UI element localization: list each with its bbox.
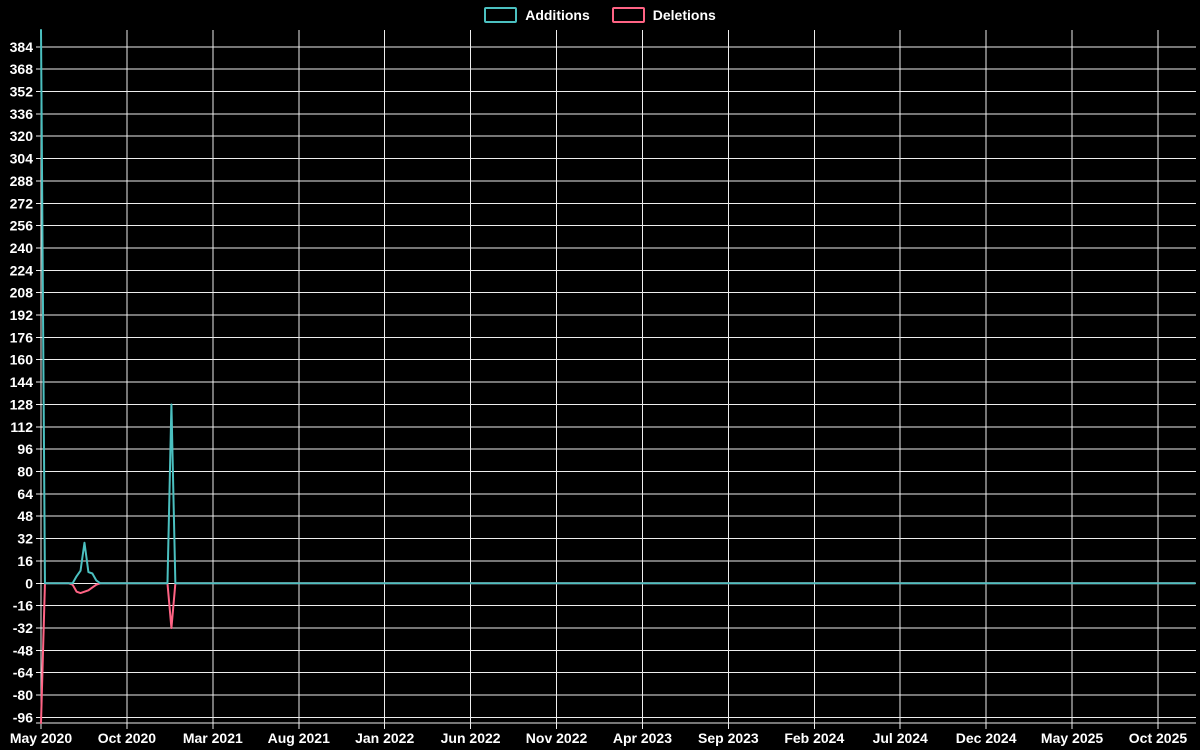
deletions-line bbox=[40, 582, 1196, 724]
svg-text:208: 208 bbox=[10, 285, 34, 301]
svg-text:Sep 2023: Sep 2023 bbox=[698, 730, 759, 746]
svg-text:112: 112 bbox=[10, 419, 33, 435]
svg-text:384: 384 bbox=[10, 39, 34, 55]
chart-legend: Additions Deletions bbox=[0, 7, 1200, 23]
y-axis-labels: 3843683523363203042882722562402242081921… bbox=[10, 39, 34, 726]
svg-text:288: 288 bbox=[10, 173, 34, 189]
svg-text:Oct 2025: Oct 2025 bbox=[1129, 730, 1188, 746]
svg-text:80: 80 bbox=[17, 464, 33, 480]
legend-label-deletions: Deletions bbox=[652, 7, 716, 23]
svg-text:Dec 2024: Dec 2024 bbox=[956, 730, 1017, 746]
svg-text:48: 48 bbox=[17, 508, 33, 524]
svg-text:Jun 2022: Jun 2022 bbox=[441, 730, 501, 746]
svg-text:-80: -80 bbox=[13, 687, 33, 703]
additions-line bbox=[40, 29, 1196, 585]
gridlines bbox=[36, 30, 1196, 729]
svg-text:Jul 2024: Jul 2024 bbox=[873, 730, 928, 746]
x-axis-labels: May 2020 Oct 2020 Mar 2021 Aug 2021 Jan 2022… bbox=[10, 730, 1188, 746]
svg-text:Apr 2023: Apr 2023 bbox=[613, 730, 672, 746]
legend-item-additions[interactable]: Additions bbox=[484, 7, 590, 23]
svg-text:336: 336 bbox=[10, 106, 34, 122]
svg-text:320: 320 bbox=[10, 128, 34, 144]
svg-text:-32: -32 bbox=[13, 620, 33, 636]
svg-text:128: 128 bbox=[10, 396, 34, 412]
additions-swatch-icon bbox=[484, 7, 518, 23]
svg-text:Aug 2021: Aug 2021 bbox=[268, 730, 330, 746]
svg-text:Feb 2024: Feb 2024 bbox=[784, 730, 844, 746]
svg-text:144: 144 bbox=[10, 374, 34, 390]
legend-item-deletions[interactable]: Deletions bbox=[611, 7, 716, 23]
legend-label-additions: Additions bbox=[525, 7, 590, 23]
svg-text:-64: -64 bbox=[13, 665, 33, 681]
svg-text:Nov 2022: Nov 2022 bbox=[526, 730, 588, 746]
svg-text:272: 272 bbox=[10, 195, 34, 211]
svg-text:32: 32 bbox=[17, 531, 33, 547]
svg-text:176: 176 bbox=[10, 329, 34, 345]
svg-text:-48: -48 bbox=[13, 642, 33, 658]
svg-text:352: 352 bbox=[10, 83, 34, 99]
svg-text:-16: -16 bbox=[13, 598, 33, 614]
svg-text:Jan 2022: Jan 2022 bbox=[355, 730, 414, 746]
svg-text:192: 192 bbox=[10, 307, 34, 323]
svg-text:Oct 2020: Oct 2020 bbox=[98, 730, 157, 746]
svg-text:240: 240 bbox=[10, 240, 34, 256]
svg-text:256: 256 bbox=[10, 218, 34, 234]
svg-text:May 2025: May 2025 bbox=[1041, 730, 1103, 746]
svg-text:368: 368 bbox=[10, 61, 34, 77]
svg-text:160: 160 bbox=[10, 352, 34, 368]
svg-text:96: 96 bbox=[17, 441, 33, 457]
deletions-swatch-icon bbox=[611, 7, 645, 23]
svg-text:-96: -96 bbox=[13, 709, 33, 725]
svg-text:224: 224 bbox=[10, 262, 34, 278]
svg-text:304: 304 bbox=[10, 151, 34, 167]
svg-text:Mar 2021: Mar 2021 bbox=[183, 730, 243, 746]
svg-text:May 2020: May 2020 bbox=[10, 730, 72, 746]
svg-text:0: 0 bbox=[25, 575, 33, 591]
svg-text:64: 64 bbox=[17, 486, 33, 502]
svg-text:16: 16 bbox=[17, 553, 33, 569]
